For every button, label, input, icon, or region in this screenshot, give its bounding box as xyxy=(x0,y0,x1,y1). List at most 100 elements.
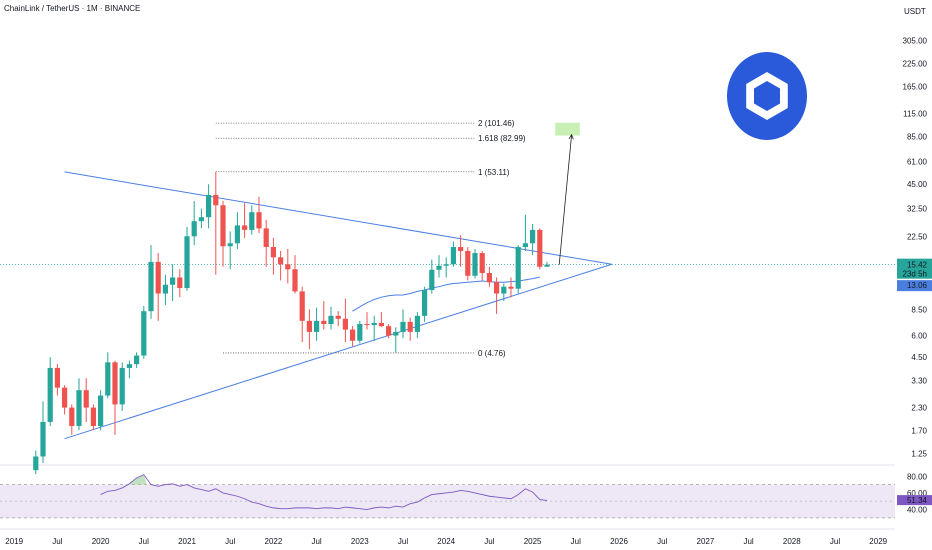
time-tick-label: 2026 xyxy=(610,537,628,546)
candle-body xyxy=(112,362,118,405)
time-tick-label: 2029 xyxy=(869,537,887,546)
candle-body xyxy=(486,272,492,283)
time-tick-label: 2023 xyxy=(351,537,369,546)
candle-body xyxy=(335,315,341,319)
target-zone xyxy=(555,122,580,136)
candle-body xyxy=(90,407,96,427)
chart-grid xyxy=(0,264,895,466)
candle-body xyxy=(40,421,46,457)
time-tick-label: Jul xyxy=(398,537,408,546)
rsi-panel xyxy=(100,474,548,510)
candle-body xyxy=(458,247,464,251)
ma-value-label: 13.06 xyxy=(907,281,928,290)
candle-body xyxy=(105,362,111,396)
candle-body xyxy=(162,284,168,294)
price-tick-label: 165.00 xyxy=(903,83,928,92)
candle-body xyxy=(364,323,370,326)
candle-body xyxy=(299,291,305,321)
trendline xyxy=(64,171,612,265)
chainlink-logo xyxy=(727,52,807,140)
candle-body xyxy=(170,277,176,285)
time-axis[interactable]: 2019 Jul 2020 Jul 2021 Jul 2022 Jul 2023 Jul 2024 J… xyxy=(0,528,895,546)
rsi-overbought-fill xyxy=(126,474,147,485)
candle-body xyxy=(407,321,413,332)
candle-body xyxy=(62,387,68,408)
candle-body xyxy=(234,225,240,244)
price-tick-label: 61.00 xyxy=(907,157,928,166)
candle-body xyxy=(148,261,154,312)
moving-average xyxy=(352,276,540,312)
candle-body xyxy=(141,311,147,356)
candle-body xyxy=(184,236,190,289)
candle-body xyxy=(530,229,536,244)
candle-body xyxy=(314,320,320,332)
price-tick-label: 305.00 xyxy=(903,36,928,45)
moving-average-line xyxy=(352,276,540,312)
time-tick-label: Jul xyxy=(743,537,753,546)
candle-body xyxy=(450,247,456,265)
rsi-line xyxy=(100,474,548,510)
time-tick-label: Jul xyxy=(484,537,494,546)
candle-body xyxy=(393,331,399,336)
price-axis-unit: USDT xyxy=(904,7,926,16)
price-axis[interactable]: 305.00 225.00 165.00 115.00 85.00 61.00 45.00 3… xyxy=(897,36,932,515)
candle-body xyxy=(47,367,53,422)
rsi-panel-background xyxy=(0,484,895,519)
candle-body xyxy=(378,322,384,327)
time-tick-label: 2022 xyxy=(265,537,283,546)
price-tick-label: 45.00 xyxy=(907,180,928,189)
candle-body xyxy=(544,264,550,267)
candle-body xyxy=(508,286,514,289)
rsi-current-badge xyxy=(897,495,932,506)
candle-body xyxy=(400,321,406,332)
fib-level-label: 1.618 (82.99) xyxy=(478,134,526,143)
candle-body xyxy=(465,250,471,276)
candle-body xyxy=(76,390,82,427)
time-tick-label: Jul xyxy=(225,537,235,546)
time-tick-label: Jul xyxy=(830,537,840,546)
candle-body xyxy=(270,247,276,258)
candle-body xyxy=(33,456,39,471)
candle-body xyxy=(278,257,284,265)
candle-body xyxy=(198,217,204,222)
candle-body xyxy=(83,390,89,408)
candle-body xyxy=(191,221,197,237)
price-tick-label: 8.50 xyxy=(911,305,927,314)
projection-arrowhead xyxy=(568,133,574,140)
time-tick-label: 2024 xyxy=(437,537,455,546)
candle-body xyxy=(213,194,219,206)
candle-body xyxy=(501,286,507,294)
candle-body xyxy=(328,315,334,324)
current-price-badge xyxy=(897,258,932,279)
price-tick-label: 1.25 xyxy=(911,449,927,458)
chart-title: ChainLink / TetherUS · 1M · BINANCE xyxy=(4,4,141,13)
candle-body xyxy=(357,323,363,341)
price-tick-label: 6.00 xyxy=(911,332,927,341)
fibonacci-levels[interactable]: 2 (101.46) 1.618 (82.99) 1 (53.11) 0 (4.76) xyxy=(215,119,526,358)
rsi-current-label: 51.34 xyxy=(907,496,928,505)
candle-body xyxy=(429,269,435,291)
price-tick-label: 1.70 xyxy=(911,426,927,435)
candle-body xyxy=(54,367,60,388)
candle-body xyxy=(522,243,528,248)
trendline xyxy=(64,263,612,440)
candle-body xyxy=(472,253,478,276)
candle-body xyxy=(321,320,327,324)
trendlines[interactable] xyxy=(64,171,612,440)
price-tick-label: 115.00 xyxy=(903,110,927,119)
time-tick-label: 2019 xyxy=(5,537,23,546)
candle-body xyxy=(177,277,183,289)
projection[interactable] xyxy=(555,122,580,265)
candle-body xyxy=(98,395,104,427)
time-tick-label: 2027 xyxy=(697,537,715,546)
time-tick-label: Jul xyxy=(139,537,149,546)
candle-countdown-label: 23d 5h xyxy=(903,270,927,279)
logo-hexagon-inner xyxy=(754,81,780,111)
candle-body xyxy=(515,247,521,289)
candle-body xyxy=(479,253,485,273)
candle-body xyxy=(206,194,212,218)
price-tick-label: 85.00 xyxy=(907,132,928,141)
time-tick-label: Jul xyxy=(657,537,667,546)
projection-arrow xyxy=(558,134,572,265)
